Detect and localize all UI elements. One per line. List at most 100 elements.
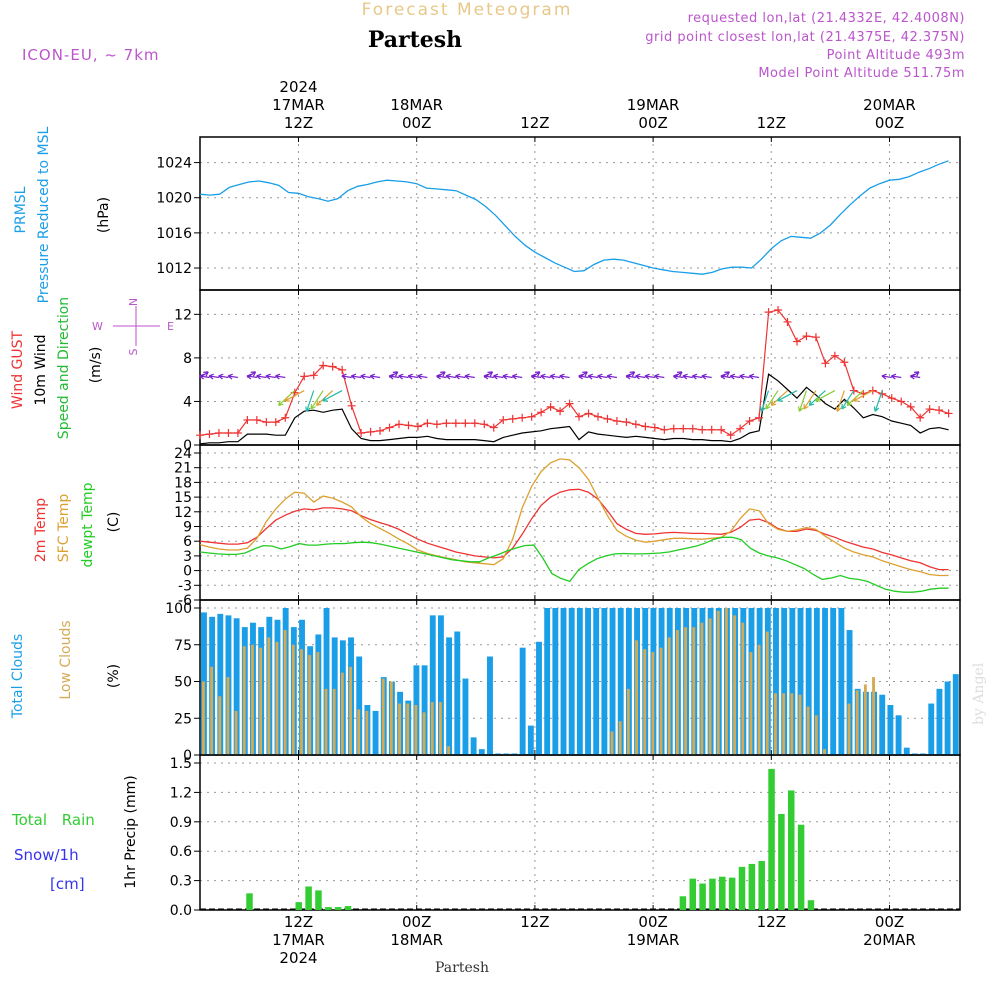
rain-bar	[709, 878, 716, 910]
gust-marker	[726, 431, 735, 440]
low-clouds-bar	[790, 693, 794, 755]
sfc-temp-line	[199, 458, 949, 577]
wind-direction-arrow	[218, 373, 229, 380]
y-tick-label: 1024	[156, 156, 192, 172]
low-clouds-bar	[749, 652, 753, 755]
low-clouds-bar	[774, 693, 777, 755]
gust-marker	[792, 337, 801, 346]
wind-direction-arrow	[388, 373, 400, 380]
model-name: ICON-EU, ~ 7km	[22, 46, 160, 64]
watermark: by Angel	[971, 662, 987, 725]
time-label: 12Z	[520, 913, 549, 931]
wind-direction-arrow	[625, 373, 636, 380]
low-clouds-bar	[692, 627, 696, 755]
wind-direction-arrow	[587, 373, 599, 380]
low-clouds-bar	[381, 678, 385, 755]
rain-bar	[778, 813, 785, 910]
rain-bar	[246, 893, 253, 910]
rain-bar	[758, 861, 765, 910]
low-clouds-bar	[643, 649, 647, 755]
wind-direction-arrow	[305, 390, 315, 412]
gust-marker	[394, 420, 403, 429]
y-tick-label: 0.9	[170, 815, 192, 831]
gust-marker	[612, 417, 621, 426]
total-clouds-bar	[797, 608, 804, 755]
pressure-line	[199, 160, 949, 275]
total-clouds-bar	[536, 641, 542, 755]
low-clouds-bar	[741, 622, 745, 755]
low-clouds-bar	[430, 702, 434, 755]
total-clouds-bar	[544, 608, 551, 755]
gust-marker	[376, 426, 385, 435]
total-clouds-bar	[478, 749, 485, 755]
station-name: Partesh	[368, 27, 462, 53]
gust-marker	[300, 372, 309, 381]
wind-direction-arrow	[909, 373, 921, 380]
total-clouds-bar	[323, 608, 330, 755]
wind-direction-arrow	[777, 390, 798, 402]
low-clouds-bar	[259, 647, 263, 755]
wind-direction-arrow	[644, 373, 655, 380]
clouds-unit: (%)	[106, 664, 122, 688]
gust-marker	[565, 399, 574, 408]
low-clouds-bar	[618, 721, 622, 755]
low-clouds-bar	[389, 681, 393, 755]
low-clouds-bar	[349, 666, 352, 755]
gust-marker	[518, 413, 527, 422]
gust-marker	[413, 422, 422, 431]
low-clouds-bar	[414, 705, 418, 755]
y-tick-label: 21	[174, 461, 192, 477]
gust-marker	[224, 429, 233, 438]
low-clouds-bar	[806, 706, 810, 755]
wind-direction-arrow	[275, 373, 286, 380]
chart-title: Forecast Meteogram	[362, 0, 573, 20]
total-clouds-bar	[560, 608, 567, 755]
time-label: 12Z	[757, 913, 786, 931]
low-clouds-bar	[651, 652, 655, 755]
wind-10m-label: 10m Wind	[33, 334, 49, 405]
total-clouds-bar	[846, 630, 853, 755]
wind-panel: Wind GUST 10m Wind Speed and Direction (…	[10, 289, 961, 454]
gust-marker	[319, 361, 328, 370]
total-clouds-bar	[576, 608, 583, 755]
panel-frame	[199, 754, 961, 911]
wind-direction-arrow	[360, 373, 371, 380]
y-tick-label: 1.2	[170, 785, 192, 801]
gust-marker	[802, 332, 811, 341]
wind-direction-arrow	[765, 390, 779, 410]
gust-marker	[366, 427, 375, 436]
wind-direction-arrow	[814, 390, 836, 402]
wind-direction-arrow	[398, 373, 409, 380]
time-label: 2024	[279, 949, 317, 967]
gust-marker	[736, 424, 745, 433]
pressure-label-prmsl: PRMSL	[13, 186, 29, 233]
gust-marker	[385, 423, 394, 432]
rain-bar	[699, 883, 706, 910]
gust-marker	[641, 422, 650, 431]
low-clouds-bar	[635, 640, 638, 755]
gust-marker	[688, 424, 697, 433]
total-clouds-bar	[437, 615, 444, 755]
model-altitude: Model Point Altitude 511.75m	[758, 66, 965, 81]
pressure-panel: PRMSL Pressure Reduced to MSL (hPa) 1012…	[13, 126, 961, 303]
wind-direction-arrow	[803, 390, 817, 410]
low-clouds-label: Low Clouds	[58, 620, 74, 699]
low-clouds-bar	[226, 677, 230, 755]
gust-marker	[556, 407, 565, 416]
low-clouds-bar	[340, 672, 344, 755]
total-clouds-bar	[952, 674, 959, 755]
low-clouds-bar	[700, 622, 704, 755]
gust-marker	[650, 423, 659, 432]
total-clouds-bar	[887, 705, 894, 755]
time-label: 12Z	[284, 913, 313, 931]
y-tick-label: 18	[174, 475, 192, 491]
wind-direction-arrow	[720, 373, 731, 380]
gust-marker	[357, 429, 366, 438]
gust-marker	[755, 413, 764, 422]
clouds-panel: Total Clouds Low Clouds (%) 0 25 50 75 100	[10, 599, 961, 764]
wind-direction-arrow	[701, 373, 712, 380]
wind-direction-arrow	[492, 373, 504, 380]
temp-2m-line	[199, 488, 949, 571]
temp-2m-label: 2m Temp	[33, 498, 49, 562]
pressure-unit: (hPa)	[96, 197, 112, 233]
